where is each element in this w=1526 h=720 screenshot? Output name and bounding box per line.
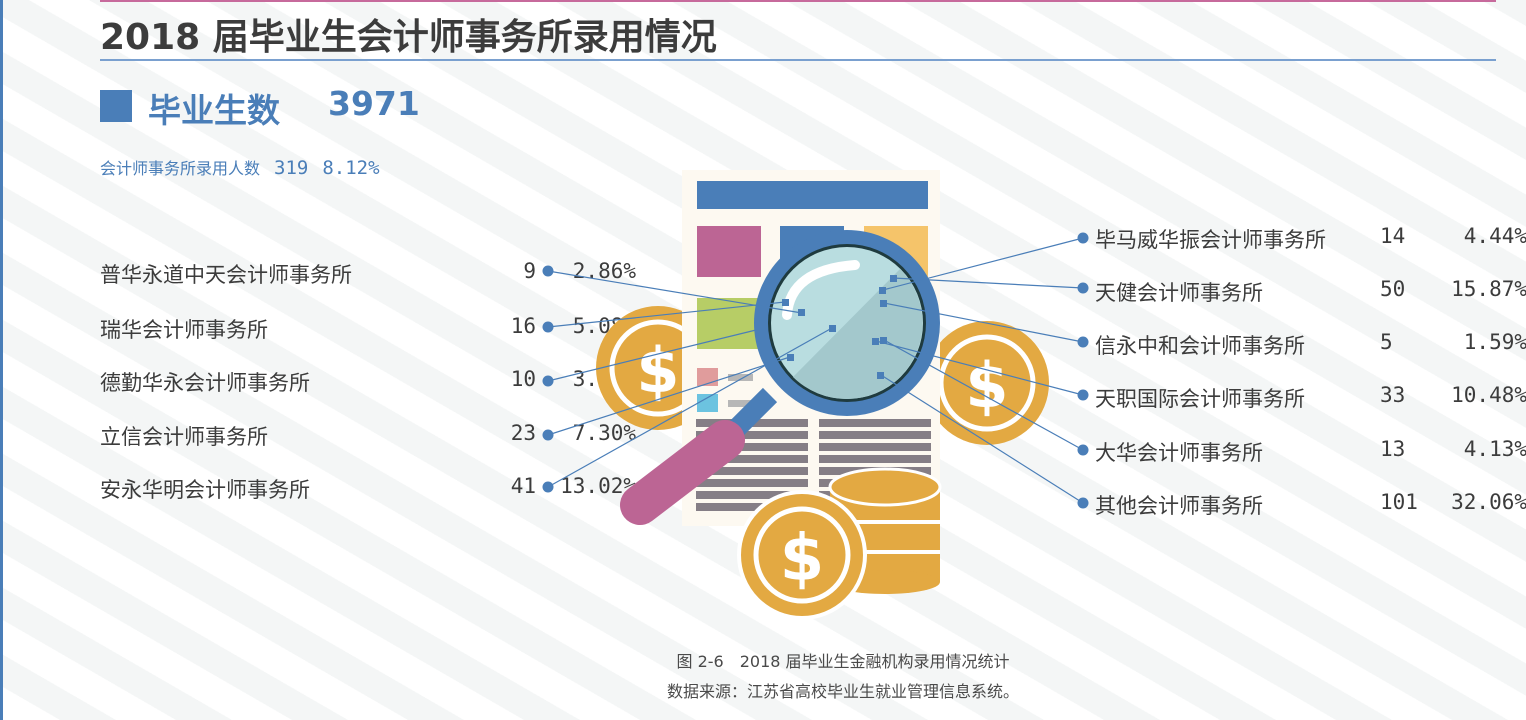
- firm-row: 德勤华永会计师事务所 10 3.17%: [100, 367, 636, 395]
- firm-row: 立信会计师事务所 23 7.30%: [100, 421, 636, 449]
- square-bullet-icon: [100, 90, 132, 122]
- firm-count: 9: [523, 259, 536, 283]
- firm-name: 瑞华会计师事务所: [100, 318, 268, 342]
- firm-name: 立信会计师事务所: [100, 425, 268, 449]
- firm-percent: 5.08%: [572, 314, 636, 338]
- data-source-note: 数据来源：江苏省高校毕业生就业管理信息系统。: [666, 682, 1019, 701]
- firm-count: 50: [1380, 277, 1406, 301]
- firm-count: 13: [1380, 437, 1406, 461]
- firm-percent: 13.02%: [560, 474, 636, 498]
- firm-count: 41: [510, 474, 536, 498]
- firm-percent: 10.48%: [1451, 383, 1526, 407]
- svg-text:$: $: [965, 349, 1008, 422]
- firm-count: 33: [1380, 383, 1406, 407]
- firm-name: 其他会计师事务所: [1095, 494, 1263, 518]
- graduates-value: 3971: [328, 84, 420, 123]
- firm-row: 信永中和会计师事务所 5 1.59%: [1095, 330, 1526, 358]
- firm-row: 安永华明会计师事务所 41 13.02%: [100, 474, 636, 502]
- firm-count: 16: [510, 314, 536, 338]
- firm-percent: 32.06%: [1451, 490, 1526, 514]
- hired-summary-label: 会计师事务所录用人数: [100, 159, 261, 178]
- svg-text:$: $: [636, 334, 679, 407]
- firm-count: 10: [510, 367, 536, 391]
- firm-name: 信永中和会计师事务所: [1095, 334, 1305, 358]
- page-title: 2018 届毕业生会计师事务所录用情况: [100, 17, 717, 58]
- hired-summary: 会计师事务所录用人数 319 8.12%: [100, 155, 380, 179]
- firm-name: 普华永道中天会计师事务所: [100, 263, 352, 287]
- firm-row: 普华永道中天会计师事务所 9 2.86%: [100, 259, 636, 287]
- firm-row: 天职国际会计师事务所 33 10.48%: [1095, 383, 1526, 411]
- firm-row: 毕马威华振会计师事务所 14 4.44%: [1095, 224, 1526, 252]
- firm-row: 大华会计师事务所 13 4.13%: [1095, 437, 1526, 465]
- top-rule: [100, 0, 1496, 2]
- firm-row: 瑞华会计师事务所 16 5.08%: [100, 314, 636, 342]
- firm-percent: 15.87%: [1451, 277, 1526, 301]
- firm-name: 安永华明会计师事务所: [100, 478, 310, 502]
- report-document-icon: [682, 170, 940, 526]
- figure-caption: 图 2-6 2018 届毕业生金融机构录用情况统计: [676, 652, 1010, 671]
- title-divider: [100, 59, 1496, 61]
- firm-row: 其他会计师事务所 101 32.06%: [1095, 490, 1526, 518]
- svg-text:$: $: [780, 522, 825, 596]
- graduates-label: 毕业生数: [148, 91, 280, 130]
- firm-name: 大华会计师事务所: [1095, 441, 1263, 465]
- firm-count: 14: [1380, 224, 1406, 248]
- hired-summary-percent: 8.12%: [322, 157, 380, 179]
- firm-name: 天健会计师事务所: [1095, 281, 1263, 305]
- firm-percent: 7.30%: [572, 421, 636, 445]
- firm-name: 毕马威华振会计师事务所: [1095, 228, 1326, 252]
- left-border: [0, 0, 3, 720]
- firm-percent: 4.13%: [1463, 437, 1526, 461]
- firm-percent: 2.86%: [572, 259, 636, 283]
- firm-percent: 3.17%: [572, 367, 636, 391]
- firm-count: 5: [1380, 330, 1393, 354]
- firm-percent: 4.44%: [1463, 224, 1526, 248]
- hired-summary-count: 319: [274, 157, 309, 179]
- firm-row: 天健会计师事务所 50 15.87%: [1095, 277, 1526, 305]
- coin-right-icon: $: [925, 321, 1049, 445]
- firm-count: 23: [510, 421, 536, 445]
- magnifying-glass-icon: [620, 230, 940, 525]
- firm-name: 天职国际会计师事务所: [1095, 387, 1305, 411]
- firm-percent: 1.59%: [1463, 330, 1526, 354]
- coin-stack-icon: $: [737, 467, 942, 620]
- firm-name: 德勤华永会计师事务所: [100, 371, 310, 395]
- firm-count: 101: [1380, 490, 1418, 514]
